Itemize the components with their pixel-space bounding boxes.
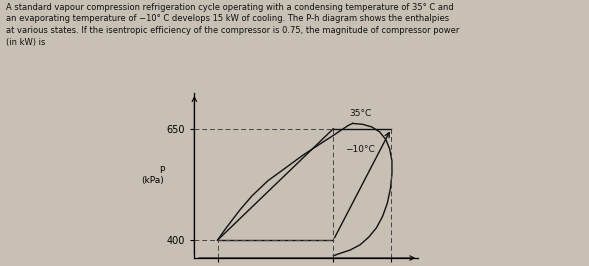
Text: A standard vapour compression refrigeration cycle operating with a condensing te: A standard vapour compression refrigerat… — [6, 3, 459, 47]
Y-axis label: P
(kPa): P (kPa) — [141, 166, 164, 185]
Text: 35°C: 35°C — [349, 109, 372, 118]
Text: −10°C: −10°C — [345, 145, 375, 154]
